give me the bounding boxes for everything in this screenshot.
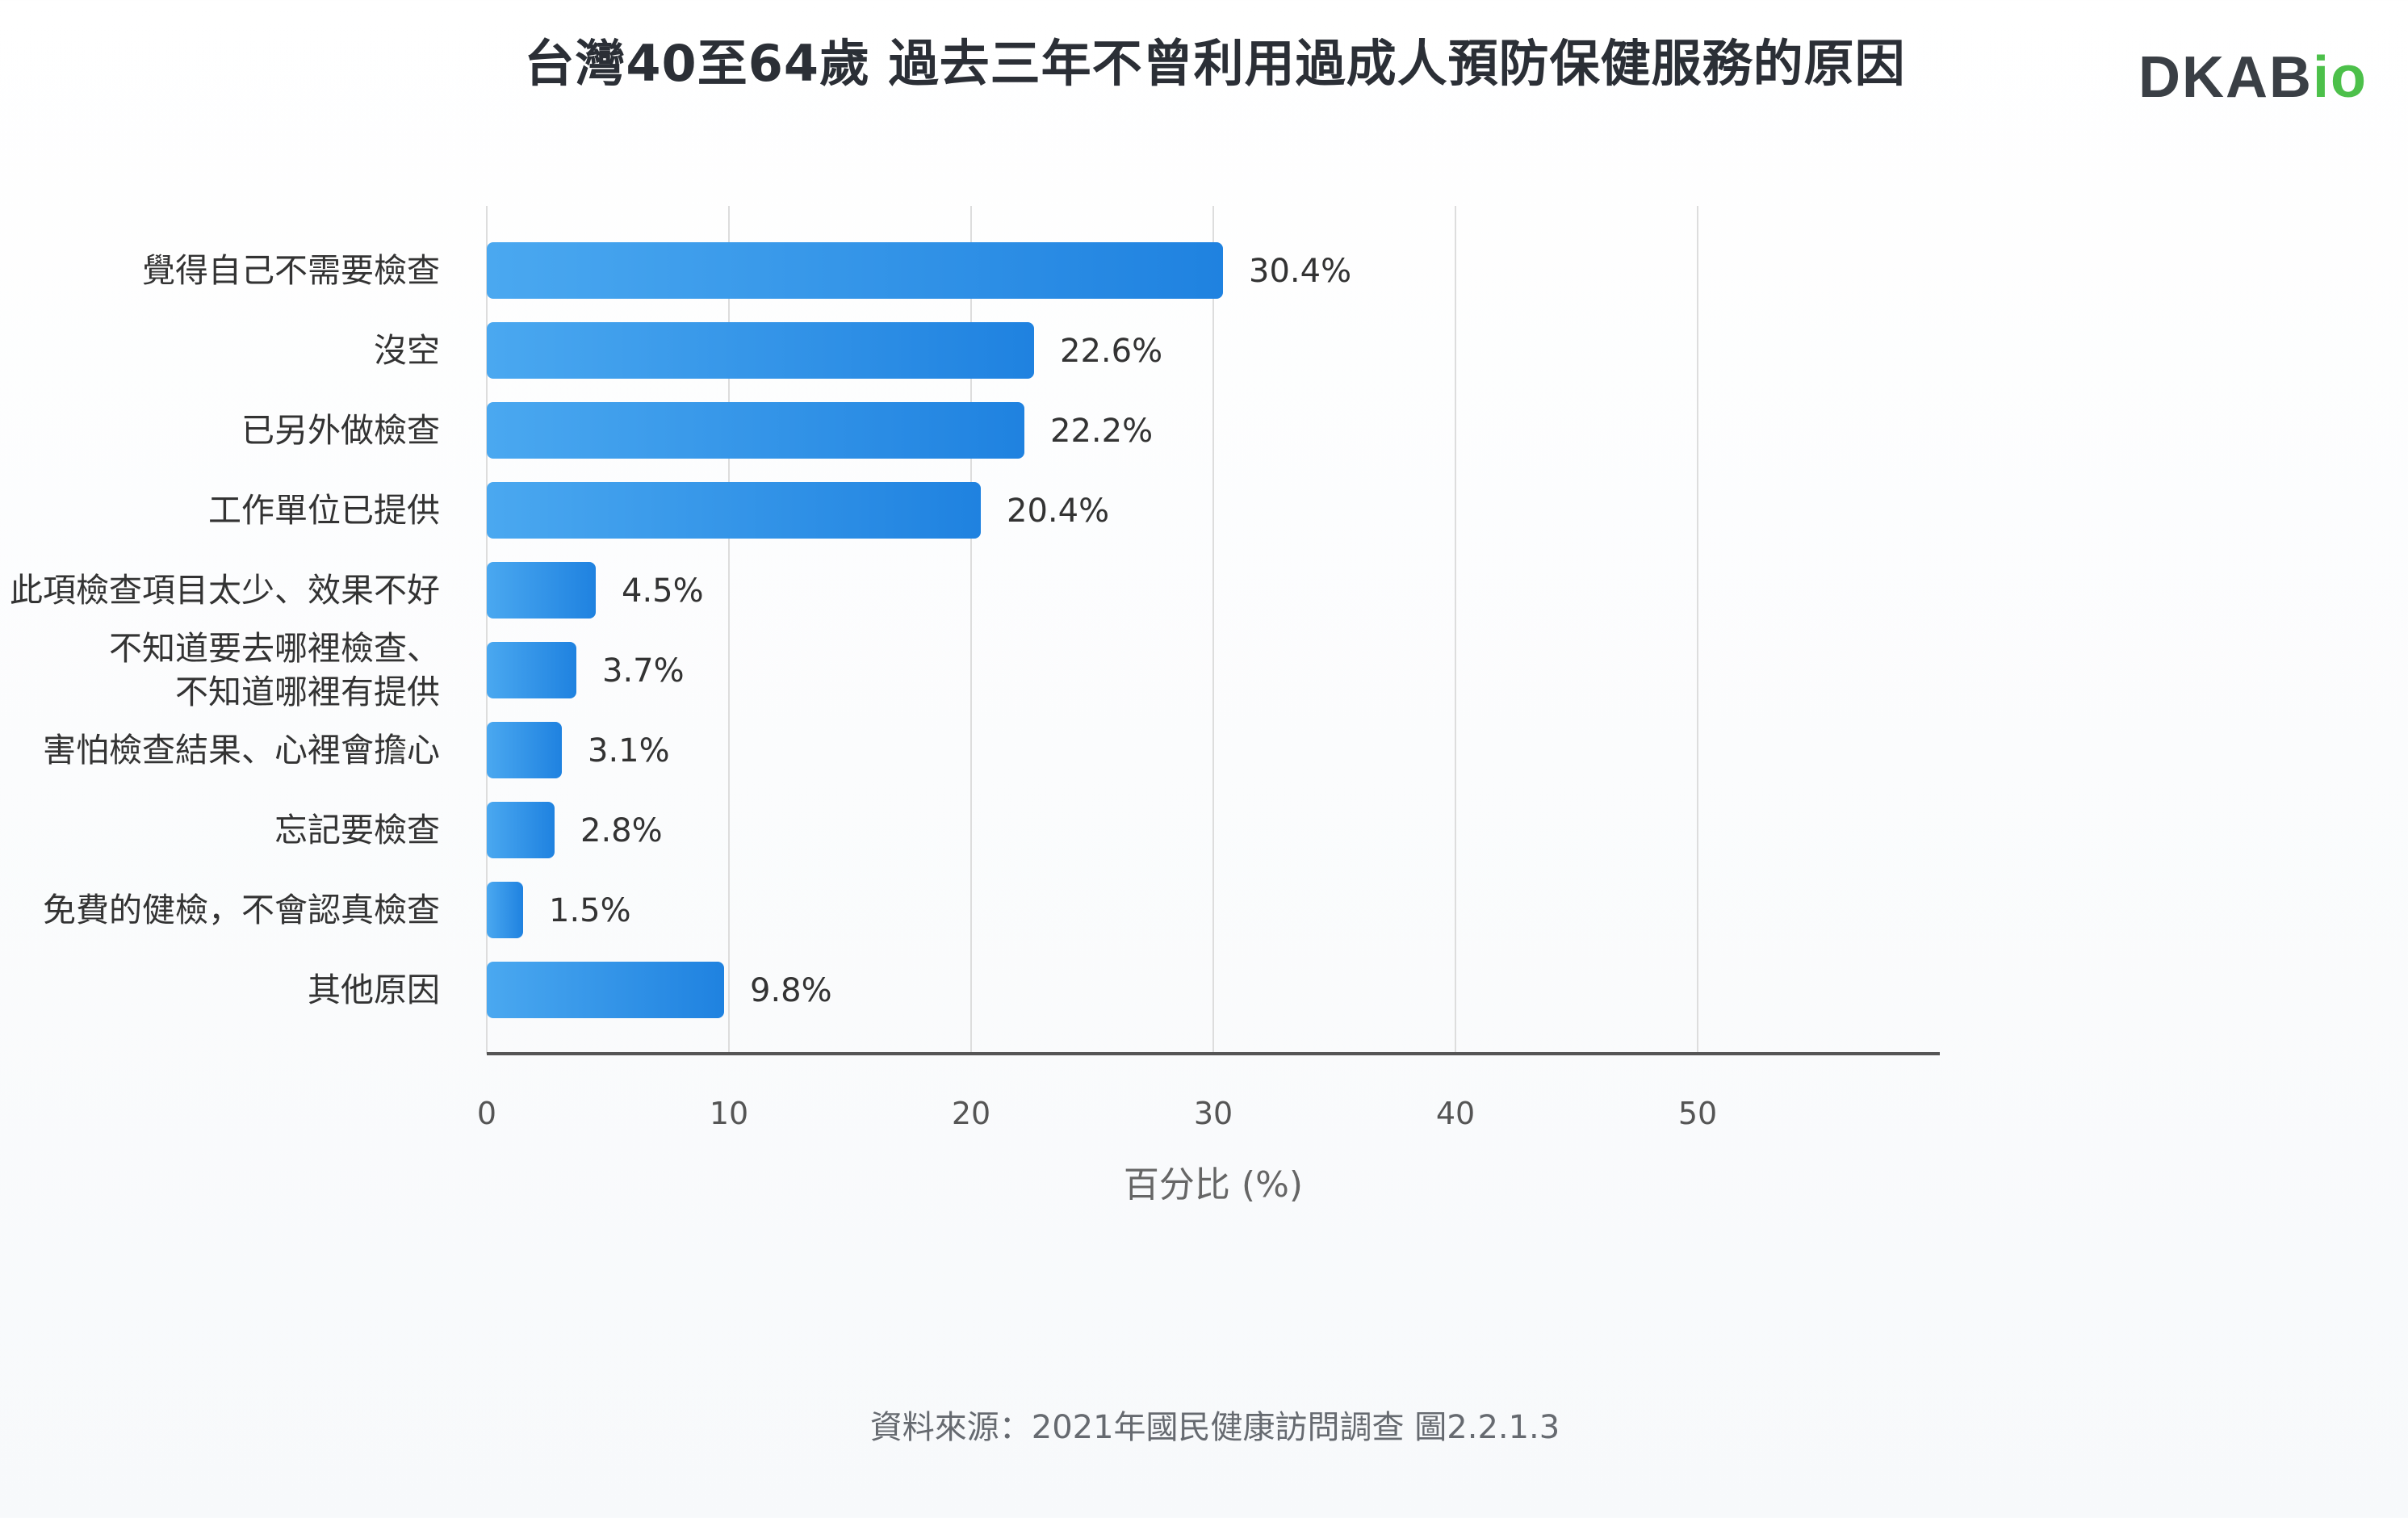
brand-logo: DKABio	[2138, 44, 2368, 111]
bar	[487, 402, 1024, 459]
x-tick-label: 50	[1678, 1096, 1717, 1131]
bars: 30.4% 覺得自己不需要檢查 22.6% 沒空 22.2% 已另外做檢查 20.4% 工作單…	[10, 242, 1351, 1018]
logo-accent: io	[2313, 45, 2368, 110]
bar-value-label: 20.4%	[1007, 493, 1109, 530]
category-label: 不知道哪裡有提供	[175, 673, 440, 711]
category-label: 免費的健檢，不會認真檢查	[43, 891, 440, 929]
category-label: 害怕檢查結果、心裡會擔心	[43, 731, 440, 769]
x-tick-label: 40	[1436, 1096, 1475, 1131]
bar	[487, 802, 555, 858]
source-note: 資料來源：2021年國民健康訪問調查 圖2.2.1.3	[869, 1409, 1560, 1446]
x-axis-title: 百分比 (%)	[1124, 1164, 1303, 1206]
bar-value-label: 1.5%	[549, 892, 631, 929]
category-label: 忘記要檢查	[274, 811, 440, 849]
x-axis: 0 10 20 30 40 50 百分比 (%)	[477, 1052, 1940, 1206]
bar-value-label: 3.1%	[588, 732, 670, 769]
bar	[487, 962, 724, 1018]
bar	[487, 882, 523, 938]
bar-value-label: 2.8%	[580, 812, 663, 849]
x-tick-label: 10	[710, 1096, 748, 1131]
category-label: 不知道要去哪裡檢查、	[109, 629, 440, 668]
bar	[487, 482, 981, 539]
category-label: 已另外做檢查	[241, 411, 440, 450]
bar	[487, 642, 576, 698]
bar-value-label: 22.6%	[1060, 333, 1162, 370]
x-tick-label: 30	[1194, 1096, 1233, 1131]
bar	[487, 322, 1034, 379]
bar-value-label: 30.4%	[1249, 253, 1351, 290]
category-label: 沒空	[374, 331, 440, 370]
x-tick-label: 20	[952, 1096, 990, 1131]
bar-value-label: 3.7%	[602, 652, 685, 690]
bar	[487, 722, 562, 778]
bar-chart: 30.4% 覺得自己不需要檢查 22.6% 沒空 22.2% 已另外做檢查 20.4% 工作單…	[10, 206, 1940, 1206]
category-label: 工作單位已提供	[208, 491, 440, 530]
bar-value-label: 22.2%	[1050, 413, 1153, 450]
bar	[487, 242, 1223, 299]
category-label: 覺得自己不需要檢查	[142, 251, 440, 290]
bar-value-label: 4.5%	[622, 572, 704, 610]
logo-main: DKAB	[2138, 45, 2314, 110]
x-tick-label: 0	[477, 1096, 496, 1131]
bar	[487, 562, 596, 619]
category-label: 此項檢查項目太少、效果不好	[10, 571, 440, 610]
bar-value-label: 9.8%	[750, 972, 832, 1009]
category-label: 其他原因	[308, 971, 440, 1009]
chart-title: 台灣40至64歲 過去三年不曾利用過成人預防保健服務的原因	[524, 34, 1906, 93]
